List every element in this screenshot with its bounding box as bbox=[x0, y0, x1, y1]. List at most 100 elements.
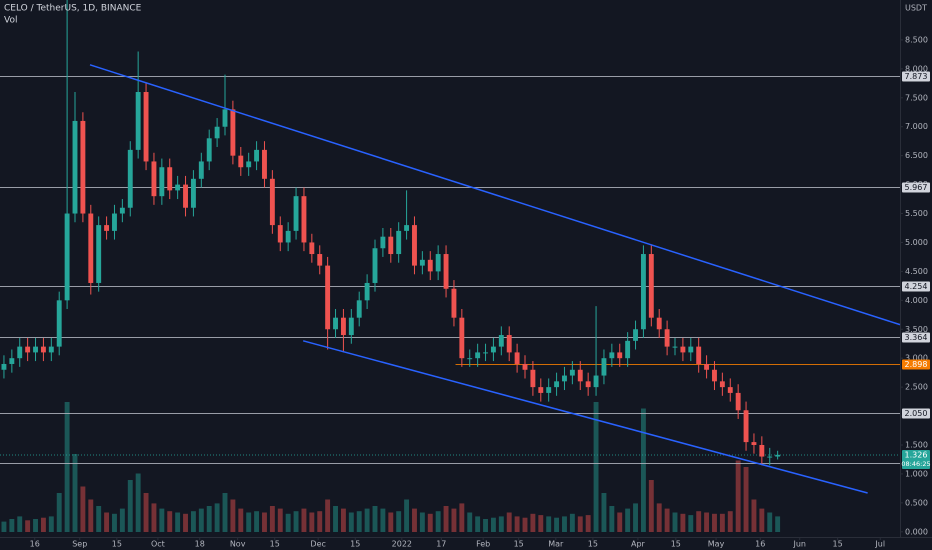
y-tick-label: 3.500 bbox=[905, 325, 928, 334]
candle-body bbox=[640, 254, 646, 330]
volume-bar bbox=[419, 512, 425, 532]
volume-bar bbox=[40, 517, 46, 532]
candle-body bbox=[419, 259, 425, 266]
volume-bar bbox=[246, 512, 252, 532]
volume-bar bbox=[735, 460, 741, 532]
candle-body bbox=[301, 196, 307, 243]
volume-bar bbox=[640, 408, 646, 532]
candle-body bbox=[538, 387, 544, 393]
candle-body bbox=[609, 352, 615, 359]
volume-bar bbox=[775, 516, 781, 532]
x-tick-label: 16 bbox=[755, 540, 765, 549]
candle-body bbox=[656, 317, 662, 330]
candle-body bbox=[412, 225, 417, 266]
volume-bar bbox=[159, 508, 165, 532]
x-tick-label: Apr bbox=[631, 540, 646, 549]
volume-bar bbox=[356, 511, 362, 532]
candle-body bbox=[404, 225, 410, 231]
volume-bar bbox=[372, 506, 378, 532]
candle-body bbox=[704, 363, 710, 370]
volume-bar bbox=[72, 454, 78, 532]
volume-bar bbox=[656, 503, 662, 532]
y-tick-label: 5.000 bbox=[905, 238, 928, 247]
volume-bar bbox=[222, 493, 228, 532]
candle-body bbox=[688, 346, 694, 353]
candle-body bbox=[112, 213, 117, 231]
y-tick-label: 1.500 bbox=[905, 440, 928, 449]
y-tick-label: 4.000 bbox=[905, 296, 928, 305]
volume-bar bbox=[498, 516, 504, 532]
volume-bar bbox=[183, 513, 188, 532]
y-tick-label: 7.500 bbox=[905, 93, 928, 102]
x-tick-label: 17 bbox=[436, 540, 446, 549]
candle-body bbox=[498, 335, 504, 347]
candle-body bbox=[451, 288, 457, 318]
candle-body bbox=[459, 317, 465, 359]
volume-bar bbox=[530, 513, 536, 532]
candle-body bbox=[483, 352, 488, 354]
volume-bar bbox=[214, 503, 220, 532]
candle-body bbox=[285, 230, 291, 243]
volume-bar bbox=[285, 513, 291, 532]
candle-body bbox=[269, 178, 275, 226]
chart-title: CELO / TetherUS, 1D, BINANCE bbox=[4, 4, 142, 14]
candle-body bbox=[104, 225, 110, 231]
candle-body bbox=[33, 346, 38, 353]
candle-body bbox=[325, 265, 331, 330]
candle-body bbox=[475, 352, 481, 359]
volume-bar bbox=[238, 508, 244, 532]
level-label-box bbox=[902, 332, 930, 343]
candle-body bbox=[198, 161, 204, 179]
candle-body bbox=[648, 254, 654, 318]
x-tick-label: 15 bbox=[671, 540, 681, 549]
x-tick-label: 15 bbox=[833, 540, 843, 549]
volume-bar bbox=[412, 508, 417, 532]
volume-bar bbox=[119, 508, 125, 532]
x-tick-label: Sep bbox=[72, 540, 87, 549]
x-tick-label: 15 bbox=[112, 540, 122, 549]
y-tick-label: 6.500 bbox=[905, 151, 928, 160]
candle-body bbox=[435, 254, 441, 272]
volume-bar bbox=[167, 511, 173, 532]
x-tick-label: 18 bbox=[195, 540, 205, 549]
volume-bar bbox=[688, 515, 694, 532]
candle-body bbox=[48, 346, 54, 353]
level-label: 3.364 bbox=[905, 333, 928, 342]
candle-body bbox=[467, 358, 473, 360]
volume-bar bbox=[648, 480, 654, 532]
volume-bar bbox=[348, 512, 354, 532]
volume-bar bbox=[743, 467, 749, 532]
volume-bar bbox=[340, 508, 346, 532]
candle-body bbox=[751, 442, 757, 445]
y-tick-label: 0.000 bbox=[905, 527, 928, 536]
candle-body bbox=[183, 184, 188, 208]
candle-body bbox=[364, 282, 370, 301]
x-tick-label: 15 bbox=[270, 540, 280, 549]
y-tick-label: 8.500 bbox=[905, 35, 928, 44]
candle-body bbox=[562, 375, 567, 382]
candle-body bbox=[601, 358, 607, 376]
volume-bar bbox=[269, 506, 275, 532]
y-tick-label: 4.500 bbox=[905, 267, 928, 276]
candle-body bbox=[569, 369, 575, 376]
candle-body bbox=[222, 109, 228, 127]
candle-body bbox=[56, 300, 62, 347]
volume-bar bbox=[577, 516, 583, 532]
volume-bar bbox=[562, 516, 567, 532]
candle-body bbox=[151, 161, 157, 197]
x-tick-label: Dec bbox=[310, 540, 325, 549]
candle-body bbox=[672, 346, 678, 348]
candle-body bbox=[25, 346, 31, 353]
candle-body bbox=[372, 248, 378, 283]
candle-body bbox=[735, 392, 741, 411]
volume-bar bbox=[33, 519, 38, 532]
candle-body bbox=[135, 92, 141, 150]
volume-bar bbox=[601, 493, 607, 532]
volume-bar bbox=[712, 513, 717, 532]
axes-layer: 0.0000.5001.0001.5002.0002.5003.0003.500… bbox=[30, 35, 931, 548]
level-label-box bbox=[902, 182, 930, 193]
volume-bar bbox=[80, 486, 86, 532]
volume-bar bbox=[364, 508, 370, 532]
candle-body bbox=[40, 346, 46, 353]
trendline bbox=[302, 340, 868, 494]
